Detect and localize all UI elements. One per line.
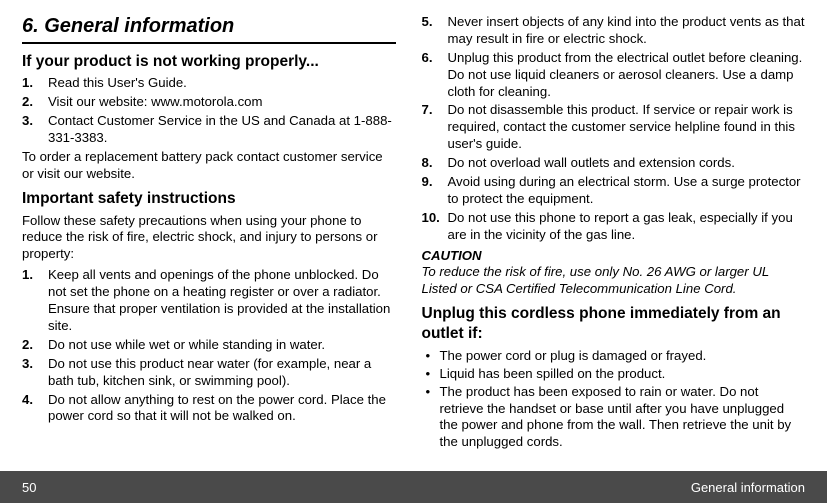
- list-item: 3. Contact Customer Service in the US and…: [22, 113, 396, 147]
- caution-body: To reduce the risk of fire, use only No.…: [422, 264, 806, 298]
- page: 6. General information If your product i…: [0, 0, 827, 503]
- list-number: 9.: [422, 174, 433, 191]
- para-replacement: To order a replacement battery pack cont…: [22, 149, 396, 183]
- heading-unplug: Unplug this cordless phone immediately f…: [422, 304, 806, 344]
- list-number: 5.: [422, 14, 433, 31]
- list-text: Do not use this phone to report a gas le…: [448, 210, 793, 242]
- list-number: 8.: [422, 155, 433, 172]
- list-text: Contact Customer Service in the US and C…: [48, 113, 392, 145]
- list-number: 10.: [422, 210, 440, 227]
- list-unplug: The power cord or plug is damaged or fra…: [422, 348, 806, 451]
- list-text: Avoid using during an electrical storm. …: [448, 174, 801, 206]
- list-item: 10. Do not use this phone to report a gas…: [422, 210, 806, 244]
- list-item: 3. Do not use this product near water (fo…: [22, 356, 396, 390]
- list-text: Do not allow anything to rest on the pow…: [48, 392, 386, 424]
- list-text: Do not use while wet or while standing i…: [48, 337, 325, 352]
- list-number: 7.: [422, 102, 433, 119]
- list-troubleshoot: 1. Read this User's Guide. 2. Visit our we…: [22, 75, 396, 147]
- list-text: The product has been exposed to rain or …: [440, 384, 792, 450]
- list-text: Keep all vents and openings of the phone…: [48, 267, 390, 333]
- list-item: Liquid has been spilled on the product.: [422, 366, 806, 383]
- list-item: 6. Unplug this product from the electrica…: [422, 50, 806, 101]
- list-item: 2. Do not use while wet or while standing…: [22, 337, 396, 354]
- list-item: The product has been exposed to rain or …: [422, 384, 806, 452]
- list-text: Visit our website: www.motorola.com: [48, 94, 263, 109]
- heading-safety: Important safety instructions: [22, 189, 396, 209]
- list-text: Unplug this product from the electrical …: [448, 50, 803, 99]
- list-item: 4. Do not allow anything to rest on the p…: [22, 392, 396, 426]
- right-column: 5. Never insert objects of any kind into …: [414, 14, 806, 452]
- list-number: 6.: [422, 50, 433, 67]
- list-number: 2.: [22, 94, 33, 111]
- page-number: 50: [22, 480, 36, 495]
- list-item: 1. Keep all vents and openings of the pho…: [22, 267, 396, 335]
- list-text: Do not use this product near water (for …: [48, 356, 371, 388]
- list-text: Liquid has been spilled on the product.: [440, 366, 666, 381]
- heading-not-working: If your product is not working properly.…: [22, 52, 396, 72]
- footer-chapter: General information: [691, 480, 805, 495]
- list-number: 1.: [22, 267, 33, 284]
- list-number: 3.: [22, 356, 33, 373]
- page-footer: 50 General information: [0, 471, 827, 503]
- list-text: Read this User's Guide.: [48, 75, 187, 90]
- list-number: 1.: [22, 75, 33, 92]
- list-text: Do not disassemble this product. If serv…: [448, 102, 795, 151]
- list-item: 5. Never insert objects of any kind into …: [422, 14, 806, 48]
- caution-heading: CAUTION: [422, 248, 806, 265]
- list-item: 2. Visit our website: www.motorola.com: [22, 94, 396, 111]
- section-title: 6. General information: [22, 14, 396, 44]
- list-number: 3.: [22, 113, 33, 130]
- list-safety-left: 1. Keep all vents and openings of the pho…: [22, 267, 396, 425]
- list-safety-right: 5. Never insert objects of any kind into …: [422, 14, 806, 244]
- left-column: 6. General information If your product i…: [22, 14, 414, 452]
- list-text: Do not overload wall outlets and extensi…: [448, 155, 735, 170]
- list-number: 2.: [22, 337, 33, 354]
- list-item: The power cord or plug is damaged or fra…: [422, 348, 806, 365]
- list-text: The power cord or plug is damaged or fra…: [440, 348, 707, 363]
- para-safety-intro: Follow these safety precautions when usi…: [22, 213, 396, 264]
- content-area: 6. General information If your product i…: [0, 0, 827, 460]
- list-text: Never insert objects of any kind into th…: [448, 14, 805, 46]
- list-item: 8. Do not overload wall outlets and exten…: [422, 155, 806, 172]
- list-item: 7. Do not disassemble this product. If se…: [422, 102, 806, 153]
- list-item: 9. Avoid using during an electrical storm…: [422, 174, 806, 208]
- list-number: 4.: [22, 392, 33, 409]
- list-item: 1. Read this User's Guide.: [22, 75, 396, 92]
